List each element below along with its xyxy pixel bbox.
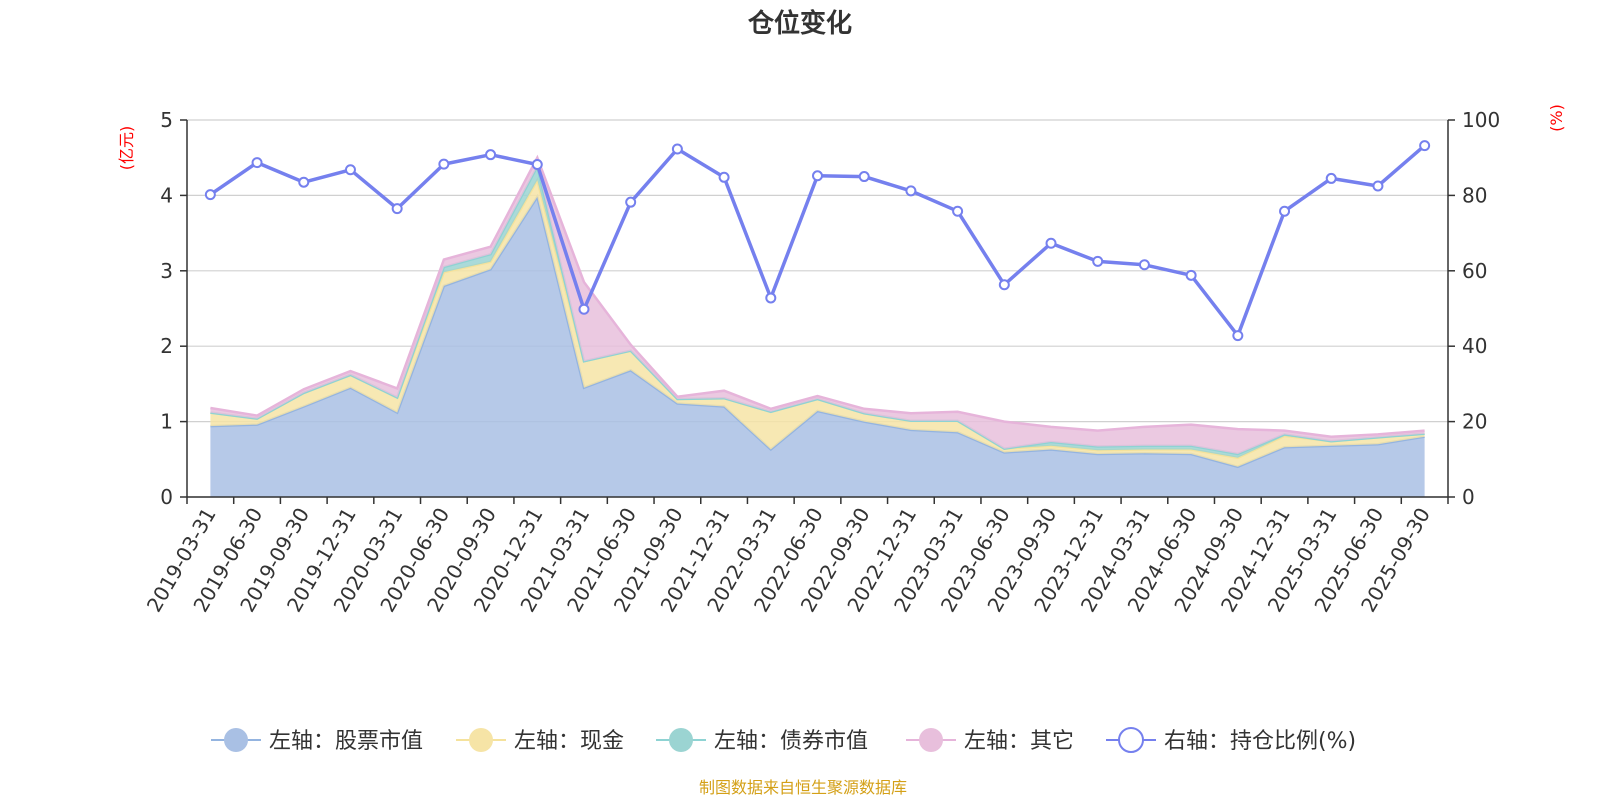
chart-title: 仓位变化: [747, 8, 852, 39]
ratio-point-9: [625, 196, 637, 208]
ratio-point-0: [204, 189, 216, 201]
ratio-point-20: [1138, 259, 1150, 271]
left-tick-label-3: 3: [160, 259, 173, 283]
left-axis-ticks: 0 1 2 3 4 5: [160, 108, 187, 509]
left-tick-label-0: 0: [160, 485, 173, 509]
ratio-point-1: [251, 157, 263, 169]
ratio-point-18: [1045, 237, 1057, 249]
legend-marker-0: [224, 728, 248, 752]
ratio-point-15: [905, 185, 917, 197]
right-tick-label-3: 60: [1462, 259, 1487, 283]
ratio-point-7: [531, 158, 543, 170]
holding-ratio-line: [204, 140, 1431, 342]
legend-marker-3: [919, 728, 943, 752]
right-tick-label-5: 100: [1462, 108, 1500, 132]
ratio-point-6: [485, 149, 497, 161]
legend-marker-2: [669, 728, 693, 752]
ratio-point-3: [344, 164, 356, 176]
right-tick-label-0: 0: [1462, 485, 1475, 509]
legend-label-2: 左轴：债券市值: [714, 729, 868, 754]
left-tick-label-1: 1: [160, 410, 173, 434]
left-axis-unit: (亿元): [117, 126, 136, 171]
source-note: 制图数据来自恒生聚源数据库: [699, 778, 907, 797]
ratio-point-2: [298, 176, 310, 188]
area-series-0: [210, 196, 1425, 497]
legend-label-4: 右轴：持仓比例(%): [1164, 729, 1356, 754]
ratio-point-11: [718, 171, 730, 183]
right-axis-unit: (%): [1547, 104, 1566, 132]
ratio-point-4: [391, 203, 403, 215]
ratio-point-14: [858, 171, 870, 183]
left-tick-label-4: 4: [160, 183, 173, 207]
ratio-point-21: [1185, 269, 1197, 281]
legend-label-1: 左轴：现金: [514, 729, 624, 754]
axes: [186, 120, 1449, 504]
legend: 左轴：股票市值 左轴：现金 左轴：债券市值 左轴：其它 右轴：持仓比例(%): [211, 727, 1356, 754]
ratio-point-8: [578, 303, 590, 315]
left-tick-label-2: 2: [160, 334, 173, 358]
legend-label-3: 左轴：其它: [964, 729, 1074, 754]
legend-marker-1: [469, 728, 493, 752]
ratio-point-25: [1372, 180, 1384, 192]
ratio-point-5: [438, 158, 450, 170]
right-axis-ticks: 0 20 40 60 80 100: [1448, 108, 1500, 509]
right-tick-label-4: 80: [1462, 183, 1487, 207]
right-tick-label-1: 20: [1462, 410, 1487, 434]
x-axis-ticks: 2019-03-312019-06-302019-09-302019-12-31…: [142, 503, 1435, 616]
legend-marker-4: [1118, 727, 1144, 753]
ratio-point-12: [765, 292, 777, 304]
ratio-point-23: [1279, 205, 1291, 217]
stacked-areas: [210, 154, 1425, 497]
right-tick-label-2: 40: [1462, 334, 1487, 358]
ratio-point-16: [952, 205, 964, 217]
ratio-point-24: [1325, 172, 1337, 184]
ratio-point-19: [1092, 255, 1104, 267]
ratio-point-22: [1232, 330, 1244, 342]
ratio-point-17: [998, 279, 1010, 291]
ratio-point-10: [671, 143, 683, 155]
ratio-point-26: [1419, 140, 1431, 152]
legend-label-0: 左轴：股票市值: [269, 729, 423, 754]
left-tick-label-5: 5: [160, 108, 173, 132]
ratio-point-13: [812, 170, 823, 182]
area-edge-series-3: [210, 154, 1425, 438]
